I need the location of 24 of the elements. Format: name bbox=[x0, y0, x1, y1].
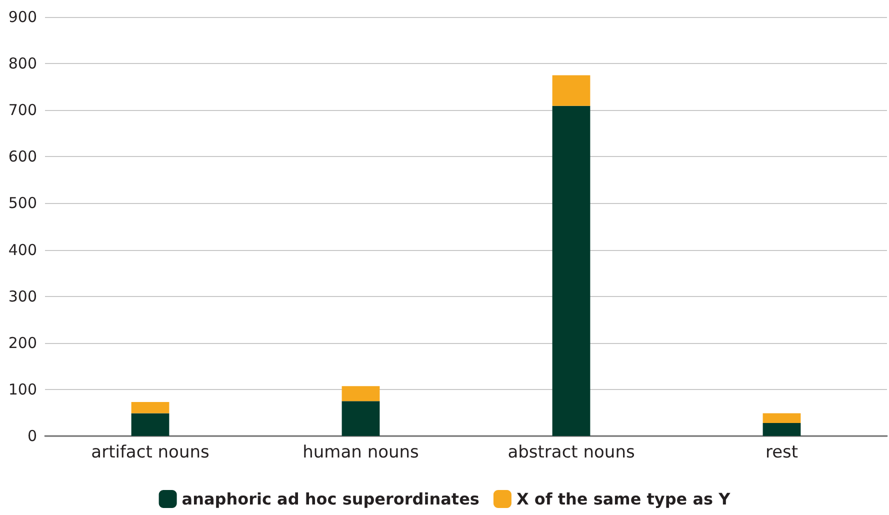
x-tick-label: artifact nouns bbox=[91, 442, 210, 462]
y-tick-label: 200 bbox=[8, 334, 37, 352]
x-tick-label: abstract nouns bbox=[508, 442, 635, 462]
y-tick-label: 300 bbox=[8, 287, 37, 306]
bar bbox=[342, 386, 380, 402]
y-tick-label: 0 bbox=[27, 427, 37, 445]
bar bbox=[762, 413, 801, 423]
y-tick-label: 700 bbox=[8, 101, 37, 120]
x-tick-label: rest bbox=[765, 442, 798, 462]
legend-label: anaphoric ad hoc superordinates bbox=[182, 490, 480, 508]
y-tick-label: 900 bbox=[8, 8, 37, 26]
x-tick-label: human nouns bbox=[302, 442, 420, 462]
y-tick-label: 100 bbox=[8, 380, 37, 398]
bar bbox=[342, 401, 380, 436]
y-tick-label: 800 bbox=[8, 54, 37, 73]
bar bbox=[131, 413, 170, 436]
y-tick-label: 400 bbox=[8, 240, 37, 259]
legend-label: X of the same type as Y bbox=[516, 490, 731, 508]
bar bbox=[762, 422, 801, 436]
bar bbox=[552, 75, 590, 106]
y-tick-label: 500 bbox=[8, 194, 37, 212]
bar bbox=[131, 402, 170, 414]
y-tick-label: 600 bbox=[8, 148, 37, 166]
bar bbox=[552, 106, 590, 436]
